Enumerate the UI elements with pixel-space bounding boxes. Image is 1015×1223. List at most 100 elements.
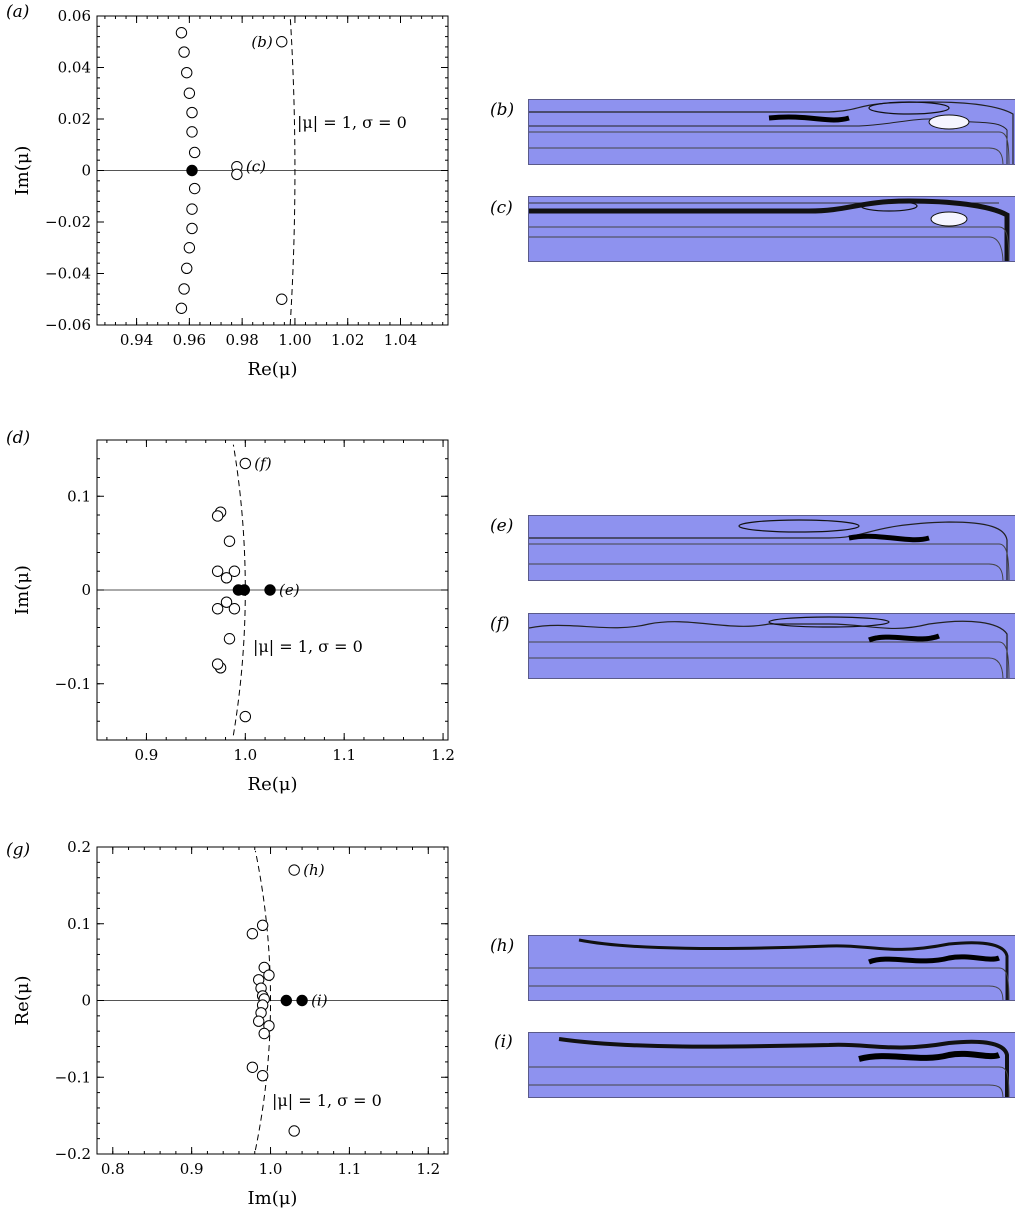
eigenvalue-open-point <box>288 1125 300 1137</box>
x-tick-label: 1.2 <box>431 746 455 764</box>
eigenvalue-open-point <box>288 864 300 876</box>
eigenvalue-filled-point <box>264 584 276 596</box>
y-tick-label: −0.1 <box>55 675 91 693</box>
flow-label-i: (i) <box>494 1032 513 1052</box>
y-tick-label: −0.1 <box>55 1068 91 1086</box>
flow-field-h <box>528 935 1015 1001</box>
unit-circle-curve <box>289 15 296 326</box>
flow-field-c <box>528 196 1015 262</box>
point-label: (i) <box>311 992 328 1010</box>
point-label: (f) <box>254 454 271 472</box>
x-tick-label: 1.0 <box>233 746 257 764</box>
y-tick-label: 0.1 <box>67 487 91 505</box>
y-axis-label: Im(μ) <box>12 146 33 196</box>
eigenvalue-open-point <box>256 919 269 931</box>
y-tick-label: 0 <box>81 581 91 599</box>
x-tick-label: 1.00 <box>278 331 311 349</box>
y-tick-label: 0.2 <box>67 838 91 856</box>
eigenvalue-open-point <box>211 510 224 522</box>
eigenvalue-open-point <box>211 658 224 670</box>
chart-g: 0.8 0.9 1.0 1.1 1.2 0.2 0.1 0 −0.1 −0.2 Im(μ) Re(μ)… <box>12 838 449 1209</box>
chart-a: 0.94 0.96 0.98 1.00 1.02 1.04 0.06 0.04 0.02 0 −0.… <box>12 7 449 380</box>
flow-label-c: (c) <box>490 198 513 218</box>
eigenvalue-open-point <box>228 603 241 615</box>
streamlines-i <box>529 1037 1010 1097</box>
flow-label-f: (f) <box>490 614 510 634</box>
streamlines-c <box>529 198 1010 261</box>
y-tick-label: −0.02 <box>45 213 91 231</box>
y-tick-label: −0.06 <box>45 316 91 334</box>
x-axis-label: Re(μ) <box>248 359 298 380</box>
flow-field-i <box>528 1032 1015 1098</box>
x-tick-label: 0.9 <box>135 746 159 764</box>
eigenvalue-open-point <box>228 565 241 577</box>
chart-d: 0.9 1.0 1.1 1.2 0.1 0 −0.1 Re(μ) Im(μ) (f) (e) |μ| … <box>12 439 455 795</box>
eigenvalue-open-point <box>223 535 236 547</box>
eigenvalue-open-point <box>252 1015 265 1027</box>
eigenvalue-open-point <box>186 126 198 138</box>
eigenvalue-open-point <box>175 302 188 314</box>
streamlines-h <box>529 938 1010 1000</box>
flow-label-h: (h) <box>490 936 515 956</box>
y-tick-label: 0 <box>81 162 91 180</box>
y-tick-label: 0.02 <box>58 110 91 128</box>
eigenvalue-filled-point <box>238 584 251 596</box>
eigenvalue-open-point <box>246 1061 259 1073</box>
eigenvalue-open-point <box>175 27 188 39</box>
y-tick-label: 0.04 <box>58 59 91 77</box>
eigenvalue-open-point <box>186 106 198 119</box>
unit-circle-annotation: |μ| = 1, σ = 0 <box>253 637 363 656</box>
x-tick-label: 0.96 <box>173 331 206 349</box>
eigenvalue-open-point <box>211 565 224 577</box>
point-label: (h) <box>303 861 325 879</box>
unit-circle-curve <box>254 850 272 1151</box>
y-tick-label: −0.04 <box>45 265 91 283</box>
eigenvalue-open-point <box>263 969 275 981</box>
x-tick-label: 0.98 <box>225 331 258 349</box>
streamlines-f <box>529 616 1010 678</box>
eigenvalue-open-point <box>276 36 288 48</box>
x-tick-label: 0.9 <box>180 1160 204 1178</box>
x-axis-label: Im(μ) <box>248 1188 298 1209</box>
y-tick-label: −0.2 <box>55 1145 91 1163</box>
flow-field-f <box>528 613 1015 679</box>
eigenvalue-open-point <box>183 242 196 254</box>
x-tick-label: 0.94 <box>120 331 153 349</box>
eigenvalue-open-point <box>188 146 201 159</box>
eigenvalue-filled-point <box>280 994 293 1007</box>
eigenvalue-open-point <box>186 203 198 215</box>
eigenvalue-open-point <box>239 457 252 470</box>
point-label: (e) <box>279 581 300 599</box>
eigenvalue-open-point <box>256 1070 269 1082</box>
eigenvalue-filled-point <box>186 164 198 177</box>
eigenvalue-open-point <box>239 710 252 723</box>
eigenvalue-open-point <box>178 46 190 58</box>
streamlines-e <box>529 519 1010 580</box>
flow-label-b: (b) <box>490 100 515 120</box>
eigenvalue-open-point <box>246 928 259 940</box>
streamlines-b <box>529 101 1014 164</box>
flow-field-e <box>528 515 1015 581</box>
eigenvalue-filled-point <box>296 994 308 1007</box>
eigenvalue-open-point <box>231 168 243 181</box>
eigenvalue-open-point <box>181 262 193 275</box>
panel-label-a: (a) <box>6 2 30 22</box>
eigenvalue-open-point <box>181 66 193 79</box>
y-axis-label: Re(μ) <box>12 976 33 1026</box>
y-axis-label: Im(μ) <box>12 565 33 615</box>
flow-field-b <box>528 99 1015 165</box>
unit-circle-annotation: |μ| = 1, σ = 0 <box>297 113 407 132</box>
y-tick-label: 0.06 <box>58 7 91 25</box>
flow-label-e: (e) <box>490 516 514 536</box>
eigenvalue-open-point <box>223 633 236 645</box>
eigenvalue-open-point <box>186 222 198 235</box>
unit-circle-annotation: |μ| = 1, σ = 0 <box>272 1091 382 1110</box>
eigenvalue-open-point <box>183 87 196 99</box>
y-tick-label: 0 <box>81 992 91 1010</box>
x-tick-label: 1.1 <box>332 746 356 764</box>
point-label: (c) <box>246 158 266 176</box>
x-tick-label: 1.04 <box>384 331 417 349</box>
eigenvalue-open-point <box>211 603 224 615</box>
x-tick-label: 1.02 <box>331 331 364 349</box>
